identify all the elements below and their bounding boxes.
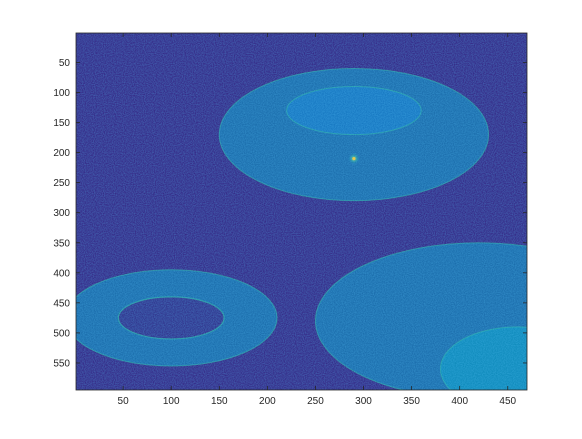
x-tick-label: 100 bbox=[163, 396, 180, 407]
x-tick-label: 200 bbox=[259, 396, 276, 407]
y-tick-label: 350 bbox=[53, 238, 70, 249]
y-tick-label: 150 bbox=[53, 118, 70, 129]
y-tick-label: 300 bbox=[53, 208, 70, 219]
x-axis: 50 100 150 200 250 300 350 400 450 bbox=[118, 33, 517, 407]
x-tick-label: 150 bbox=[211, 396, 228, 407]
x-tick-label: 350 bbox=[403, 396, 420, 407]
y-tick-label: 100 bbox=[53, 88, 70, 99]
x-tick-label: 250 bbox=[307, 396, 324, 407]
x-tick-label: 400 bbox=[451, 396, 468, 407]
heatmap-texture bbox=[76, 33, 527, 390]
x-tick-label: 450 bbox=[499, 396, 516, 407]
y-tick-label: 250 bbox=[53, 178, 70, 189]
y-tick-label: 50 bbox=[59, 58, 71, 69]
y-tick-label: 200 bbox=[53, 148, 70, 159]
y-axis: 50 100 150 200 250 300 350 400 450 500 550 bbox=[53, 58, 527, 369]
x-tick-label: 50 bbox=[118, 396, 130, 407]
axes-box bbox=[75, 32, 528, 391]
y-tick-label: 550 bbox=[53, 358, 70, 369]
y-tick-label: 400 bbox=[53, 268, 70, 279]
x-tick-label: 300 bbox=[355, 396, 372, 407]
y-tick-label: 450 bbox=[53, 298, 70, 309]
heatmap-image bbox=[76, 33, 527, 390]
y-tick-label: 500 bbox=[53, 328, 70, 339]
